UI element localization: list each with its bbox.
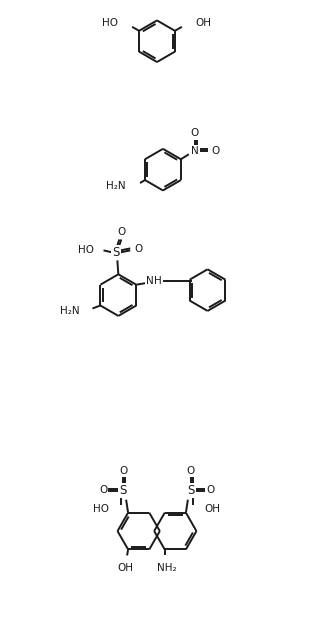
Text: N: N bbox=[191, 147, 199, 156]
Text: O: O bbox=[187, 466, 195, 476]
Text: H: H bbox=[154, 276, 162, 286]
Text: O: O bbox=[212, 147, 220, 156]
Text: O: O bbox=[191, 129, 199, 138]
Text: S: S bbox=[187, 484, 195, 497]
Text: O: O bbox=[99, 485, 107, 495]
Text: NH₂: NH₂ bbox=[157, 563, 177, 573]
Text: O: O bbox=[207, 485, 215, 495]
Text: O: O bbox=[117, 227, 126, 238]
Text: H₂N: H₂N bbox=[60, 306, 80, 317]
Text: O: O bbox=[119, 466, 127, 476]
Text: HO: HO bbox=[102, 18, 118, 28]
Text: N: N bbox=[146, 276, 154, 286]
Text: O: O bbox=[134, 245, 142, 254]
Text: OH: OH bbox=[196, 18, 212, 28]
Text: S: S bbox=[120, 484, 127, 497]
Text: H₂N: H₂N bbox=[105, 181, 125, 191]
Text: OH: OH bbox=[117, 563, 133, 573]
Text: OH: OH bbox=[205, 504, 221, 513]
Text: HO: HO bbox=[78, 245, 94, 255]
Text: HO: HO bbox=[93, 504, 109, 513]
Text: S: S bbox=[113, 246, 120, 259]
